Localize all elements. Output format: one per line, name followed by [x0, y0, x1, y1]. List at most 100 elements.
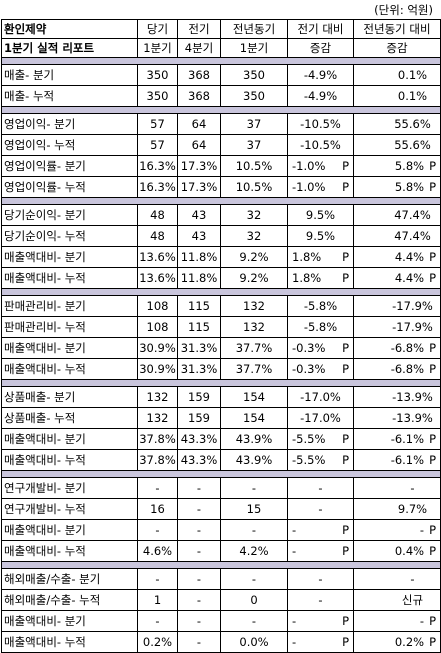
- yoy-change-unit: P: [429, 159, 436, 173]
- qoq-change-cell: 9.5%: [287, 204, 354, 226]
- current-quarter-value: 1: [137, 589, 178, 611]
- row-label: 매출액대비- 분기: [1, 337, 138, 359]
- table-row: 영업이익- 누적 57 64 37 -10.5% 55.6%: [1, 134, 441, 156]
- yoy-change-wrap: 47.4%: [355, 208, 440, 222]
- qoq-change-unit: P: [342, 180, 349, 194]
- qoq-change-cell: -0.3% P: [287, 337, 354, 359]
- current-quarter-value: 108: [137, 295, 178, 317]
- yoy-change-value: 9.7%: [397, 502, 428, 516]
- yoy-change-wrap: 5.8% P: [355, 159, 440, 173]
- yoy-change-value: -13.9%: [392, 390, 433, 404]
- yoy-change-value: -6.1%: [390, 432, 425, 446]
- yoy-change-value: -6.8%: [390, 362, 425, 376]
- qoq-change-wrap: 1.8% P: [289, 271, 353, 285]
- qoq-change-value: -17.0%: [300, 390, 341, 404]
- previous-quarter-value: -: [177, 631, 221, 653]
- yoy-change-cell: 55.6%: [353, 113, 441, 135]
- col4-line1: 전기 대비: [287, 19, 354, 39]
- yoy-change-cell: -6.8% P: [353, 358, 441, 380]
- previous-quarter-value: 64: [177, 134, 221, 156]
- qoq-change-wrap: 9.5%: [289, 229, 353, 243]
- yoy-change-value: 47.4%: [394, 208, 431, 222]
- qoq-change-wrap: -4.9%: [289, 89, 353, 103]
- year-ago-value: 4.2%: [220, 540, 288, 562]
- yoy-change-wrap: 47.4%: [355, 229, 440, 243]
- yoy-change-value: 55.6%: [394, 138, 431, 152]
- table-row: 영업이익률- 누적 16.3% 17.3% 10.5% -1.0% P 5.8% P: [1, 176, 441, 198]
- year-ago-value: 37.7%: [220, 337, 288, 359]
- row-label: 당기순이익- 누적: [1, 225, 138, 247]
- col1-line1: 당기: [137, 19, 178, 39]
- qoq-change-cell: -10.5%: [287, 113, 354, 135]
- row-label: 연구개발비- 분기: [1, 477, 138, 499]
- row-label: 해외매출/수출- 분기: [1, 568, 138, 590]
- previous-quarter-value: 31.3%: [177, 337, 221, 359]
- table-row: 판매관리비- 분기 108 115 132 -5.8% -17.9%: [1, 295, 441, 317]
- current-quarter-value: 37.8%: [137, 449, 178, 471]
- yoy-change-value: 5.8%: [394, 180, 425, 194]
- section-separator: [1, 57, 441, 65]
- yoy-change-unit: P: [429, 544, 436, 558]
- qoq-change-value: -: [292, 635, 297, 649]
- company-name: 환인제약: [1, 19, 138, 39]
- current-quarter-value: 13.6%: [137, 267, 178, 289]
- qoq-change-wrap: -: [289, 502, 353, 516]
- qoq-change-wrap: -: [289, 593, 353, 607]
- qoq-change-value: -0.3%: [292, 362, 326, 376]
- year-ago-value: 9.2%: [220, 267, 288, 289]
- row-label: 매출액대비- 누적: [1, 267, 138, 289]
- table-row: 당기순이익- 누적 48 43 32 9.5% 47.4%: [1, 225, 441, 247]
- year-ago-value: 32: [220, 204, 288, 226]
- previous-quarter-value: 159: [177, 386, 221, 408]
- current-quarter-value: 48: [137, 225, 178, 247]
- qoq-change-cell: -1.0% P: [287, 155, 354, 177]
- previous-quarter-value: 115: [177, 316, 221, 338]
- row-label: 해외매출/수출- 누적: [1, 589, 138, 611]
- section-separator: [1, 288, 441, 296]
- yoy-change-cell: 47.4%: [353, 204, 441, 226]
- yoy-change-value: -17.9%: [392, 320, 433, 334]
- yoy-change-value: 0.4%: [394, 544, 425, 558]
- current-quarter-value: 4.6%: [137, 540, 178, 562]
- separator-cell: [1, 561, 441, 569]
- table-row: 당기순이익- 분기 48 43 32 9.5% 47.4%: [1, 204, 441, 226]
- qoq-change-value: -5.5%: [292, 453, 326, 467]
- previous-quarter-value: 31.3%: [177, 358, 221, 380]
- previous-quarter-value: -: [177, 477, 221, 499]
- current-quarter-value: 37.8%: [137, 428, 178, 450]
- yoy-change-wrap: -P: [355, 523, 440, 537]
- qoq-change-cell: -4.9%: [287, 64, 354, 86]
- separator-cell: [1, 470, 441, 478]
- qoq-change-value: -1.0%: [292, 159, 326, 173]
- row-label: 매출액대비- 누적: [1, 540, 138, 562]
- separator-cell: [1, 288, 441, 296]
- qoq-change-cell: -: [287, 477, 354, 499]
- qoq-change-unit: P: [342, 341, 349, 355]
- previous-quarter-value: -: [177, 610, 221, 632]
- current-quarter-value: 108: [137, 316, 178, 338]
- table-row: 해외매출/수출- 분기 - - - - -: [1, 568, 441, 590]
- qoq-change-value: -: [318, 572, 323, 586]
- qoq-change-wrap: -1.0% P: [289, 180, 353, 194]
- row-label: 당기순이익- 분기: [1, 204, 138, 226]
- previous-quarter-value: -: [177, 540, 221, 562]
- yoy-change-value: 4.4%: [394, 271, 425, 285]
- qoq-change-wrap: -P: [289, 544, 353, 558]
- qoq-change-value: -1.0%: [292, 180, 326, 194]
- year-ago-value: 154: [220, 407, 288, 429]
- year-ago-value: 32: [220, 225, 288, 247]
- yoy-change-wrap: -6.1% P: [355, 432, 440, 446]
- table-row: 매출- 분기 350 368 350 -4.9% 0.1%: [1, 64, 441, 86]
- yoy-change-cell: 0.1%: [353, 85, 441, 107]
- year-ago-value: -: [220, 610, 288, 632]
- yoy-change-wrap: 0.2% P: [355, 635, 440, 649]
- year-ago-value: 0: [220, 589, 288, 611]
- previous-quarter-value: 11.8%: [177, 246, 221, 268]
- yoy-change-wrap: -: [355, 481, 440, 495]
- table-row: 연구개발비- 누적 16-15-9.7%: [1, 498, 441, 520]
- previous-quarter-value: 64: [177, 113, 221, 135]
- yoy-change-value: 4.4%: [394, 250, 425, 264]
- table-row: 매출액대비- 분기 - - - - P - P: [1, 519, 441, 541]
- yoy-change-cell: -P: [353, 519, 441, 541]
- row-label: 상품매출- 분기: [1, 386, 138, 408]
